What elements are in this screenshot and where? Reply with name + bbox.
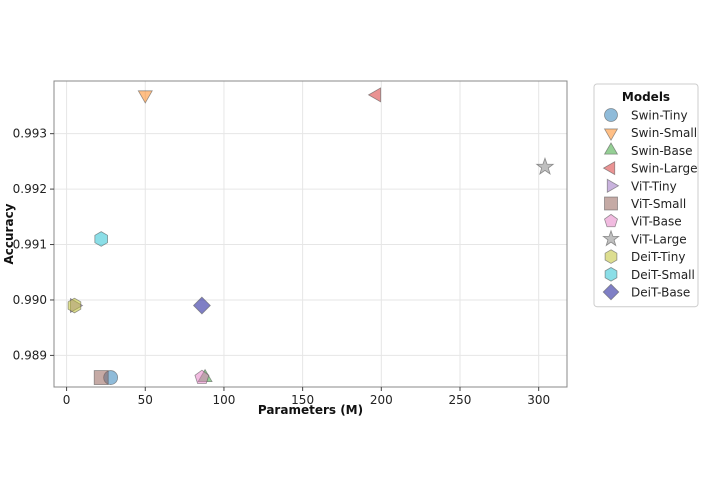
- y-tick-label: 0.990: [13, 293, 47, 307]
- point-swin-small: [137, 90, 153, 104]
- point-deit-small: [94, 231, 108, 247]
- legend-marker: [604, 249, 618, 264]
- legend-item: Swin-Tiny: [604, 108, 688, 123]
- legend-item: Swin-Large: [602, 160, 697, 176]
- x-tick-label: 250: [449, 393, 472, 407]
- legend-marker: [604, 108, 618, 122]
- grid-lines: [54, 81, 567, 387]
- legend: Models Swin-Tiny Swin-Small Swin-Base Swin-…: [593, 83, 699, 308]
- legend-marker: [606, 178, 620, 193]
- x-tick-label: 100: [212, 393, 235, 407]
- legend-label: ViT-Large: [631, 232, 687, 246]
- legend-item: DeiT-Small: [604, 267, 695, 282]
- point-vit-small: [93, 370, 109, 385]
- data-points: [67, 87, 555, 385]
- legend-label: ViT-Base: [631, 215, 682, 229]
- legend-label: Swin-Base: [631, 144, 693, 158]
- point-deit-base: [192, 296, 211, 315]
- legend-marker: [603, 142, 619, 155]
- x-tick-label: 200: [370, 393, 393, 407]
- plot-frame: [53, 80, 568, 388]
- point-deit-tiny: [67, 297, 82, 314]
- legend-item: DeiT-Base: [602, 283, 690, 301]
- legend-box: [593, 83, 699, 308]
- legend-label: Swin-Tiny: [631, 109, 688, 123]
- point-vit-large: [535, 156, 555, 175]
- legend-item: ViT-Base: [604, 213, 682, 229]
- legend-label: DeiT-Tiny: [631, 250, 685, 264]
- y-axis-label: Accuracy: [2, 203, 16, 264]
- legend-marker: [603, 128, 619, 141]
- x-axis-label: Parameters (M): [258, 403, 363, 417]
- legend-marker: [602, 160, 616, 176]
- y-tick-label: 0.992: [13, 182, 47, 196]
- legend-marker: [604, 196, 618, 211]
- legend-title: Models: [622, 90, 670, 104]
- legend-item: DeiT-Tiny: [604, 249, 685, 264]
- legend-marker: [604, 213, 618, 228]
- x-tick-label: 50: [138, 393, 153, 407]
- x-tick-label: 150: [291, 393, 314, 407]
- legend-item: Swin-Base: [603, 142, 693, 158]
- point-vit-base: [194, 369, 210, 384]
- legend-marker: [602, 283, 620, 301]
- x-tick-label: 300: [527, 393, 550, 407]
- x-axis-ticks: 0 50 100 150 200 250 300: [63, 387, 550, 407]
- legend-label: ViT-Tiny: [631, 179, 677, 193]
- y-tick-label: 0.989: [13, 348, 47, 362]
- point-swin-large: [367, 87, 382, 103]
- legend-label: Swin-Large: [631, 162, 697, 176]
- legend-item: Swin-Small: [603, 126, 697, 141]
- legend-marker: [602, 229, 620, 247]
- legend-label: ViT-Small: [631, 197, 686, 211]
- legend-label: DeiT-Base: [631, 286, 690, 300]
- legend-item: ViT-Large: [602, 229, 687, 247]
- x-tick-label: 0: [63, 393, 71, 407]
- y-tick-label: 0.991: [13, 238, 47, 252]
- y-axis-ticks: 0.989 0.990 0.991 0.992 0.993: [13, 127, 54, 362]
- legend-item: ViT-Tiny: [606, 178, 677, 193]
- legend-label: Swin-Small: [631, 126, 697, 140]
- legend-item: ViT-Small: [604, 196, 686, 211]
- legend-marker: [604, 267, 618, 282]
- legend-label: DeiT-Small: [631, 268, 695, 282]
- y-tick-label: 0.993: [13, 127, 47, 141]
